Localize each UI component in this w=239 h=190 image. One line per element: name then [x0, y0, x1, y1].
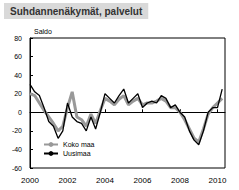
svg-text:60: 60	[14, 53, 22, 60]
svg-text:2010: 2010	[209, 176, 227, 185]
svg-text:0: 0	[18, 109, 22, 116]
svg-text:Suhdannenäkymät, palvelut: Suhdannenäkymät, palvelut	[10, 6, 143, 17]
svg-text:2008: 2008	[171, 176, 189, 185]
svg-text:-60: -60	[12, 165, 22, 172]
svg-text:Uusimaa: Uusimaa	[63, 150, 91, 157]
svg-text:2004: 2004	[96, 176, 114, 185]
svg-text:2002: 2002	[59, 176, 77, 185]
svg-text:20: 20	[14, 90, 22, 97]
svg-text:80: 80	[14, 35, 22, 42]
svg-text:2006: 2006	[134, 176, 152, 185]
svg-text:Saldo: Saldo	[34, 28, 52, 35]
svg-text:2000: 2000	[21, 176, 39, 185]
svg-text:Koko maa: Koko maa	[63, 141, 95, 148]
svg-text:-20: -20	[12, 127, 22, 134]
svg-text:-40: -40	[12, 146, 22, 153]
svg-text:40: 40	[14, 72, 22, 79]
